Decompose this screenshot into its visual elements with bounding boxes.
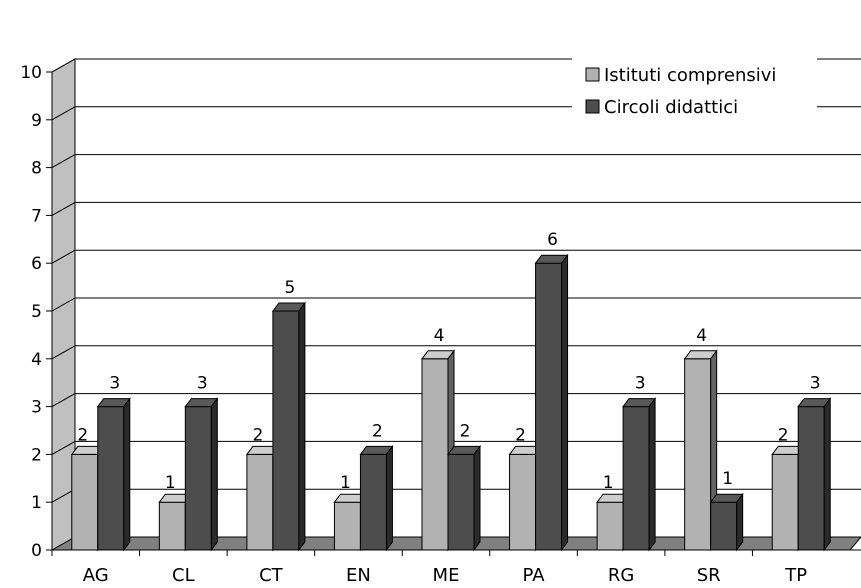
data-label: 1 (603, 473, 614, 493)
category-label-me: ME (433, 565, 460, 586)
bar-en-series-2 (359, 444, 394, 552)
category-label-ag: AG (83, 565, 109, 586)
data-label: 6 (547, 230, 558, 250)
data-label: 4 (696, 326, 707, 346)
bar-front (710, 501, 738, 551)
data-label: 1 (165, 473, 176, 493)
bar-front (509, 453, 537, 551)
y-tick-label: 0 (31, 541, 42, 561)
legend-label-2: Circoli didattici (604, 97, 738, 118)
bar-me-series-2 (447, 444, 481, 552)
data-label: 2 (515, 425, 526, 445)
y-tick-label: 6 (31, 254, 42, 274)
bar-front (333, 501, 361, 551)
legend-box (572, 50, 817, 136)
category-label-cl: CL (172, 565, 195, 586)
bar-front (771, 453, 799, 551)
data-label: 2 (460, 421, 471, 441)
data-label: 2 (778, 425, 789, 445)
data-label: 2 (372, 421, 383, 441)
gridline-side (51, 58, 76, 73)
gridline-side (51, 297, 76, 312)
bar-front (359, 453, 387, 551)
bar-front (158, 501, 186, 551)
bar-front (71, 453, 99, 551)
y-tick-label: 5 (31, 302, 42, 322)
legend: Istituti comprensivi Circoli didattici (572, 50, 817, 136)
bar-front (596, 501, 624, 551)
y-tick-label: 8 (31, 159, 42, 179)
gridline-side (51, 345, 76, 360)
bar-ag-series-2 (96, 397, 131, 552)
y-tick-label: 3 (31, 398, 42, 418)
y-tick-label: 4 (31, 350, 42, 370)
y-tick-label: 7 (31, 206, 42, 226)
legend-swatch-1 (585, 67, 600, 82)
y-tick-label: 2 (31, 445, 42, 465)
gridline-side (51, 201, 76, 216)
bar-front (797, 406, 825, 551)
bar-front (246, 453, 274, 551)
bar-side (648, 397, 656, 552)
gridline-side (51, 106, 76, 121)
gridline-side (51, 249, 76, 264)
data-label: 4 (434, 326, 445, 346)
bar-side (736, 492, 744, 552)
gridline-side (51, 440, 76, 455)
y-tick-label: 1 (31, 493, 42, 513)
bar-front (535, 262, 563, 551)
data-label: 5 (284, 278, 295, 298)
bar-side (385, 444, 393, 552)
gridline-side (51, 488, 76, 503)
y-tick-label: 9 (31, 111, 42, 131)
data-label: 1 (340, 473, 351, 493)
bar-cl-series-2 (184, 397, 219, 552)
category-label-sr: SR (697, 565, 721, 586)
bar-front (684, 358, 712, 551)
data-label: 2 (77, 425, 88, 445)
category-label-tp: TP (784, 565, 807, 586)
gridlines (51, 58, 861, 503)
bar-rg-series-2 (622, 397, 657, 552)
bar-front (97, 406, 125, 551)
data-labels: 2 3 1 3 2 5 1 2 4 2 2 6 1 3 4 1 2 3 (77, 230, 820, 493)
category-label-ct: CT (259, 565, 284, 586)
bar-sr-series-2 (709, 492, 744, 552)
y-axis: 0 1 2 3 4 5 6 7 8 9 10 (20, 63, 53, 561)
bars (70, 253, 832, 552)
bar-side (210, 397, 218, 552)
bar-tp-series-2 (797, 397, 832, 552)
bar-front (622, 406, 650, 551)
x-axis-labels: AG CL CT EN ME PA RG SR TP (51, 550, 807, 586)
category-label-rg: RG (608, 565, 634, 586)
bar-front (421, 358, 449, 551)
bar-side (298, 301, 306, 552)
bar-side (123, 397, 131, 552)
bar-side (473, 444, 481, 552)
legend-swatch-2 (585, 99, 600, 114)
legend-label-1: Istituti comprensivi (604, 65, 776, 86)
gridline-side (51, 154, 76, 169)
bar-ct-series-2 (271, 301, 306, 552)
bar-side (561, 253, 569, 552)
data-label: 3 (197, 374, 208, 394)
data-label: 3 (635, 374, 646, 394)
category-label-en: EN (346, 565, 371, 586)
data-label: 2 (252, 425, 263, 445)
bar-front (447, 453, 475, 551)
data-label: 3 (109, 374, 120, 394)
bar-front (184, 406, 212, 551)
data-label: 3 (810, 374, 821, 394)
bar-pa-series-2 (534, 253, 569, 552)
gridline-side (51, 393, 76, 408)
y-tick-label: 10 (20, 63, 42, 83)
bar-front (272, 310, 300, 551)
category-label-pa: PA (523, 565, 546, 586)
data-label: 1 (722, 469, 733, 489)
bar-side (823, 397, 831, 552)
